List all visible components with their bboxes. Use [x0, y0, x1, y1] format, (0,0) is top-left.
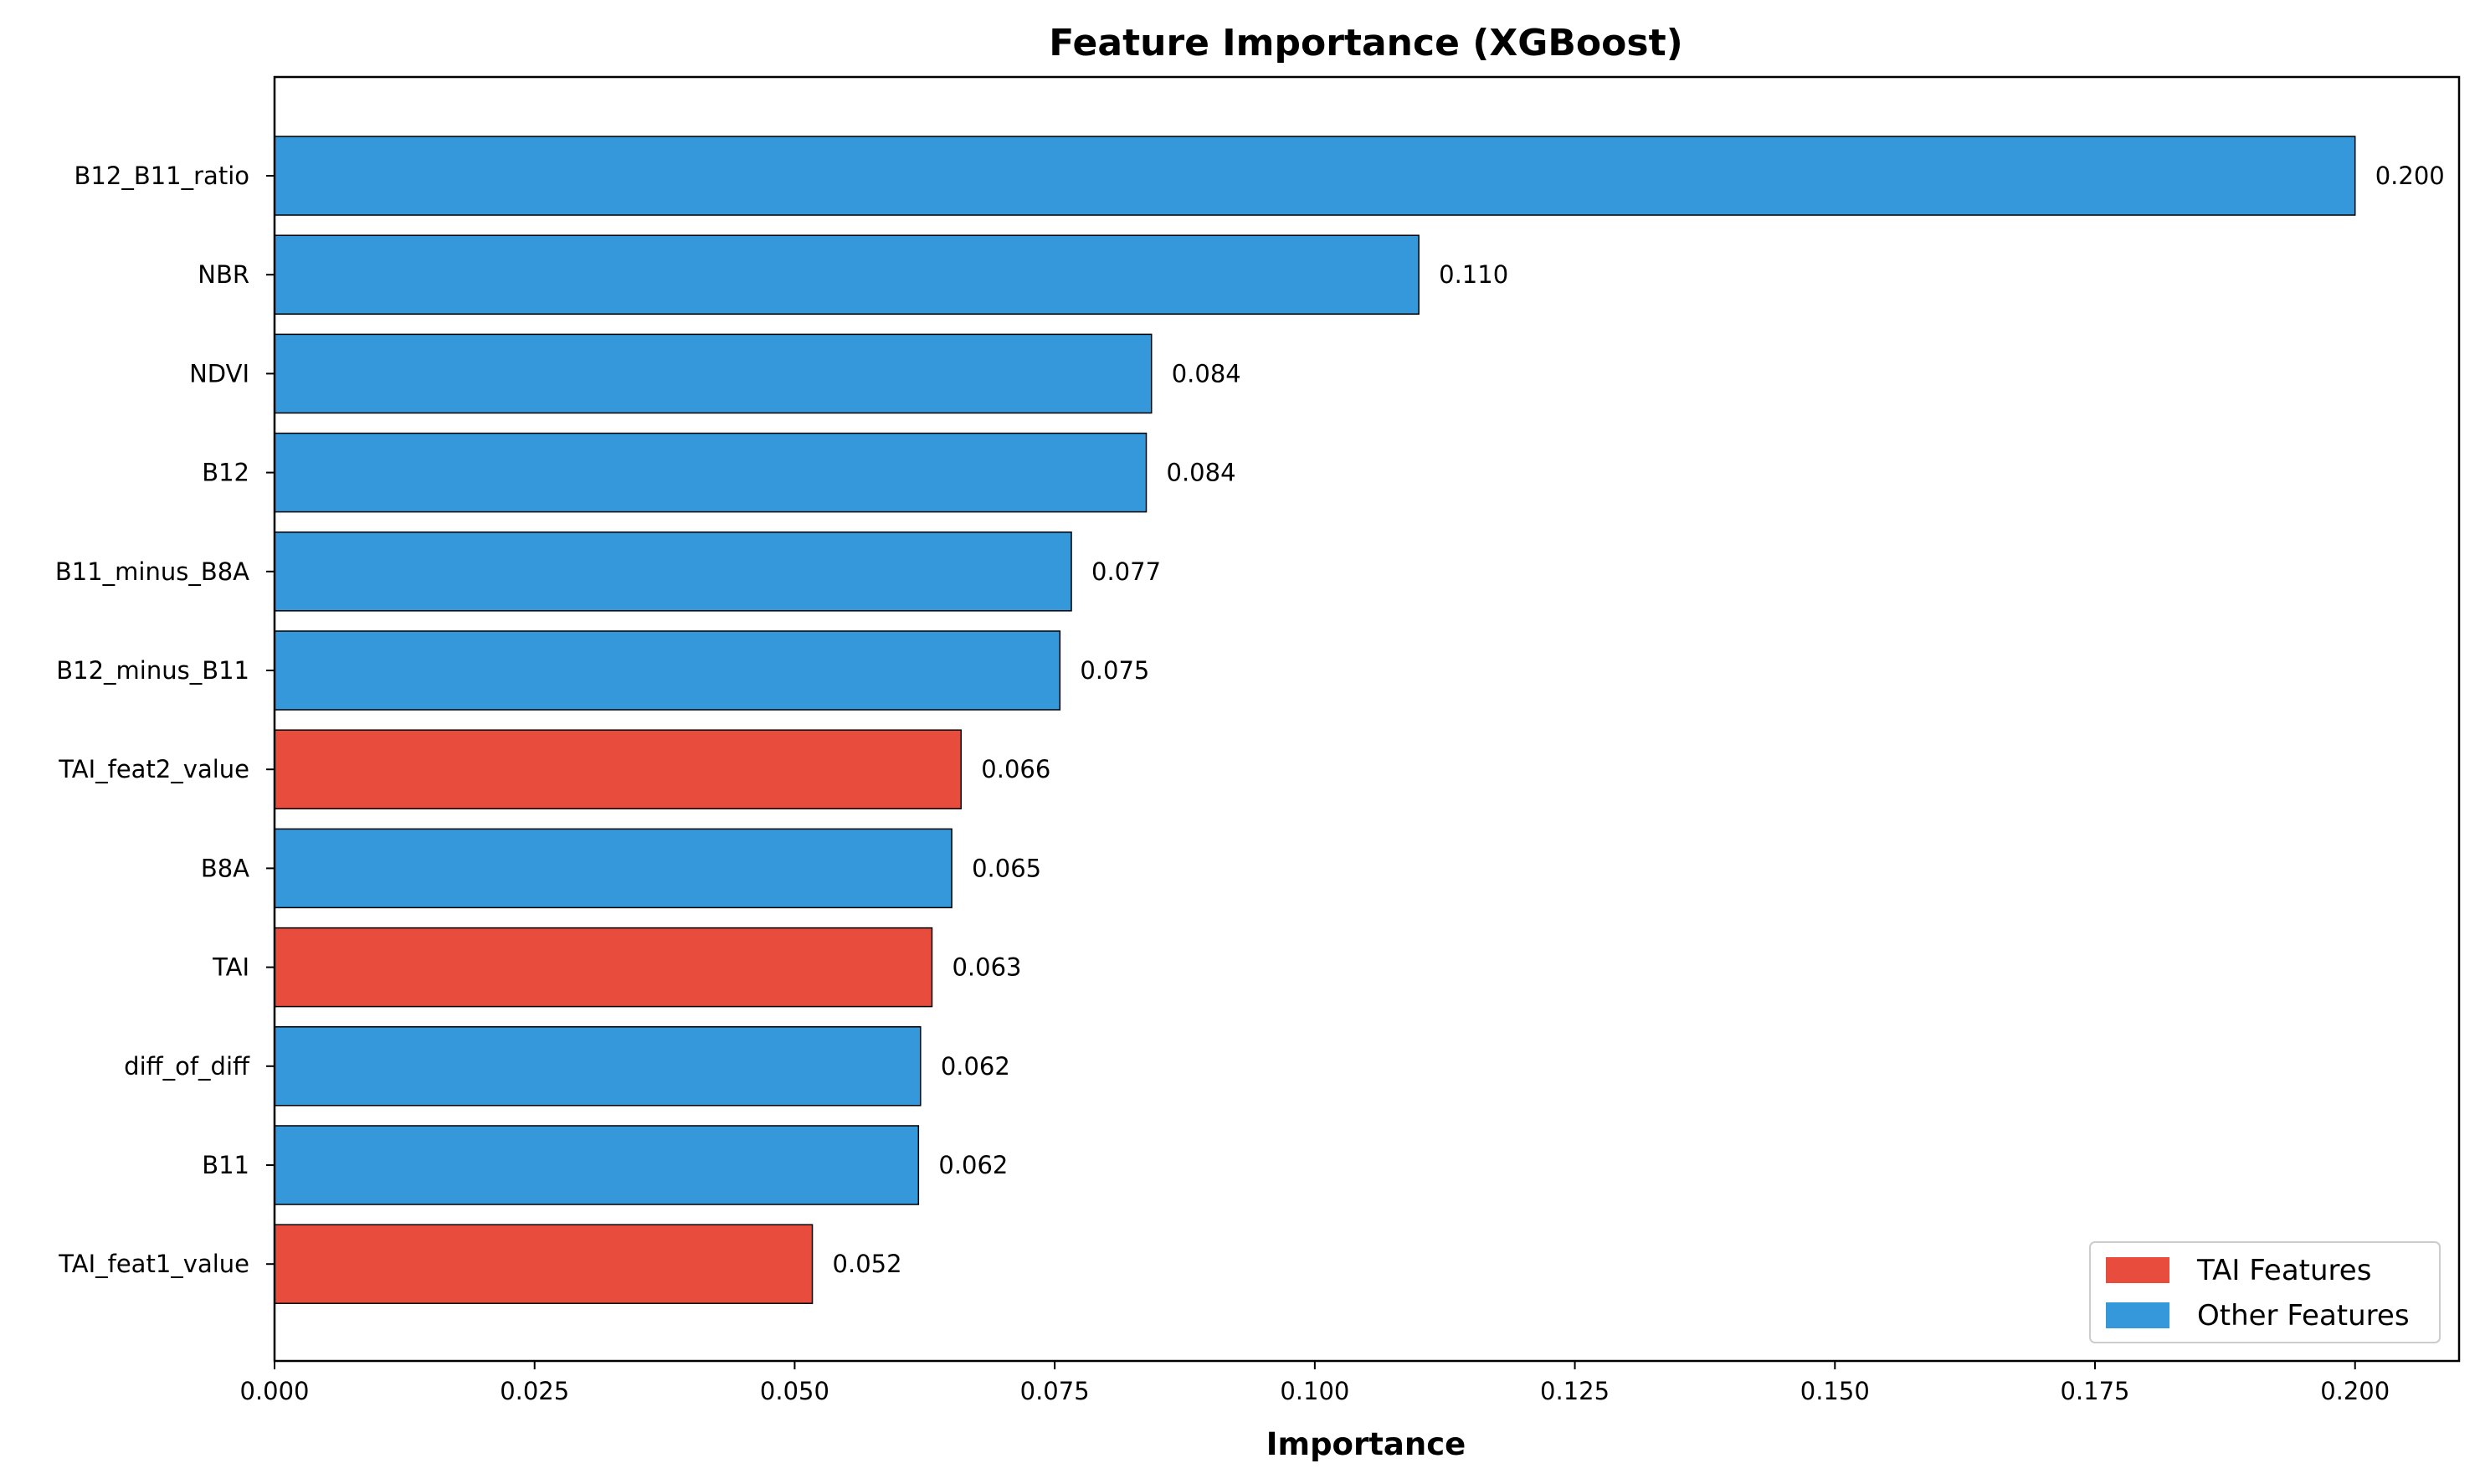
- value-labels-layer: 0.200 0.110 0.084 0.084 0.077 0.075 0.066 0.065…: [833, 162, 2445, 1278]
- value-label-B8A: 0.065: [972, 854, 1041, 882]
- value-label-B12: 0.084: [1167, 459, 1236, 487]
- y-tick-label-TAI_feat1_value: TAI_feat1_value: [58, 1250, 249, 1278]
- x-tick-label: 0.000: [239, 1377, 309, 1405]
- value-label-B11_minus_B8A: 0.077: [1091, 557, 1161, 586]
- y-tick-label-B11_minus_B8A: B11_minus_B8A: [55, 557, 249, 586]
- bar-TAI: [274, 927, 933, 1008]
- y-tick-label-NDVI: NDVI: [189, 359, 249, 388]
- legend-label-other: Other Features: [2197, 1299, 2410, 1333]
- bar-B12_B11_ratio: [274, 136, 2356, 216]
- legend-swatch-tai: [2106, 1257, 2169, 1283]
- x-tick-label: 0.050: [760, 1377, 829, 1405]
- y-tick-label-NBR: NBR: [198, 260, 249, 289]
- y-tick-label-B12_minus_B11: B12_minus_B11: [56, 656, 249, 685]
- value-label-B12_B11_ratio: 0.200: [2375, 162, 2445, 190]
- value-label-TAI_feat2_value: 0.066: [981, 755, 1050, 783]
- bars-layer: [274, 136, 2356, 1304]
- value-label-B11: 0.062: [938, 1151, 1008, 1179]
- bar-NBR: [274, 234, 1420, 315]
- y-axis-ticks: B12_B11_ratio NBR NDVI B12 B11_minus_B8A B12_…: [55, 162, 275, 1278]
- plot-area-frame: [273, 75, 2461, 1363]
- x-tick-label: 0.125: [1540, 1377, 1610, 1405]
- value-label-TAI_feat1_value: 0.052: [833, 1250, 902, 1278]
- x-axis-label: Importance: [1266, 1426, 1466, 1462]
- y-tick-label-B12_B11_ratio: B12_B11_ratio: [74, 162, 249, 190]
- legend-label-tai: TAI Features: [2196, 1254, 2371, 1287]
- y-tick-label-TAI_feat2_value: TAI_feat2_value: [58, 755, 249, 783]
- x-tick-label: 0.075: [1020, 1377, 1090, 1405]
- legend-box: [2089, 1241, 2441, 1343]
- y-tick-label-B12: B12: [202, 459, 249, 487]
- y-tick-label-B8A: B8A: [201, 854, 249, 882]
- bar-B12_minus_B11: [274, 630, 1061, 711]
- x-tick-label: 0.100: [1280, 1377, 1349, 1405]
- bar-TAI_feat1_value: [274, 1224, 814, 1304]
- x-tick-label: 0.175: [2060, 1377, 2129, 1405]
- y-tick-label-TAI: TAI: [212, 953, 249, 982]
- x-axis-ticks: 0.000 0.025 0.050 0.075 0.100 0.125 0.150 0.175…: [239, 1361, 2390, 1405]
- value-label-diff_of_diff: 0.062: [941, 1052, 1010, 1081]
- y-tick-label-B11: B11: [202, 1151, 249, 1179]
- legend: TAI Features Other Features: [2089, 1241, 2441, 1343]
- bar-B8A: [274, 828, 952, 909]
- bar-B11: [274, 1125, 920, 1205]
- bar-B11_minus_B8A: [274, 531, 1072, 612]
- bar-NDVI: [274, 333, 1153, 414]
- bar-TAI_feat2_value: [274, 729, 963, 809]
- value-label-B12_minus_B11: 0.075: [1080, 656, 1149, 685]
- value-label-NBR: 0.110: [1439, 260, 1508, 289]
- legend-swatch-other: [2106, 1302, 2169, 1328]
- x-tick-label: 0.200: [2320, 1377, 2390, 1405]
- value-label-TAI: 0.063: [952, 953, 1021, 982]
- value-label-NDVI: 0.084: [1172, 359, 1241, 388]
- bar-diff_of_diff: [274, 1026, 922, 1107]
- bar-B12: [274, 432, 1148, 513]
- x-tick-label: 0.025: [500, 1377, 569, 1405]
- x-tick-label: 0.150: [1800, 1377, 1870, 1405]
- y-tick-label-diff_of_diff: diff_of_diff: [124, 1052, 250, 1081]
- chart-title: Feature Importance (XGBoost): [1049, 22, 1682, 64]
